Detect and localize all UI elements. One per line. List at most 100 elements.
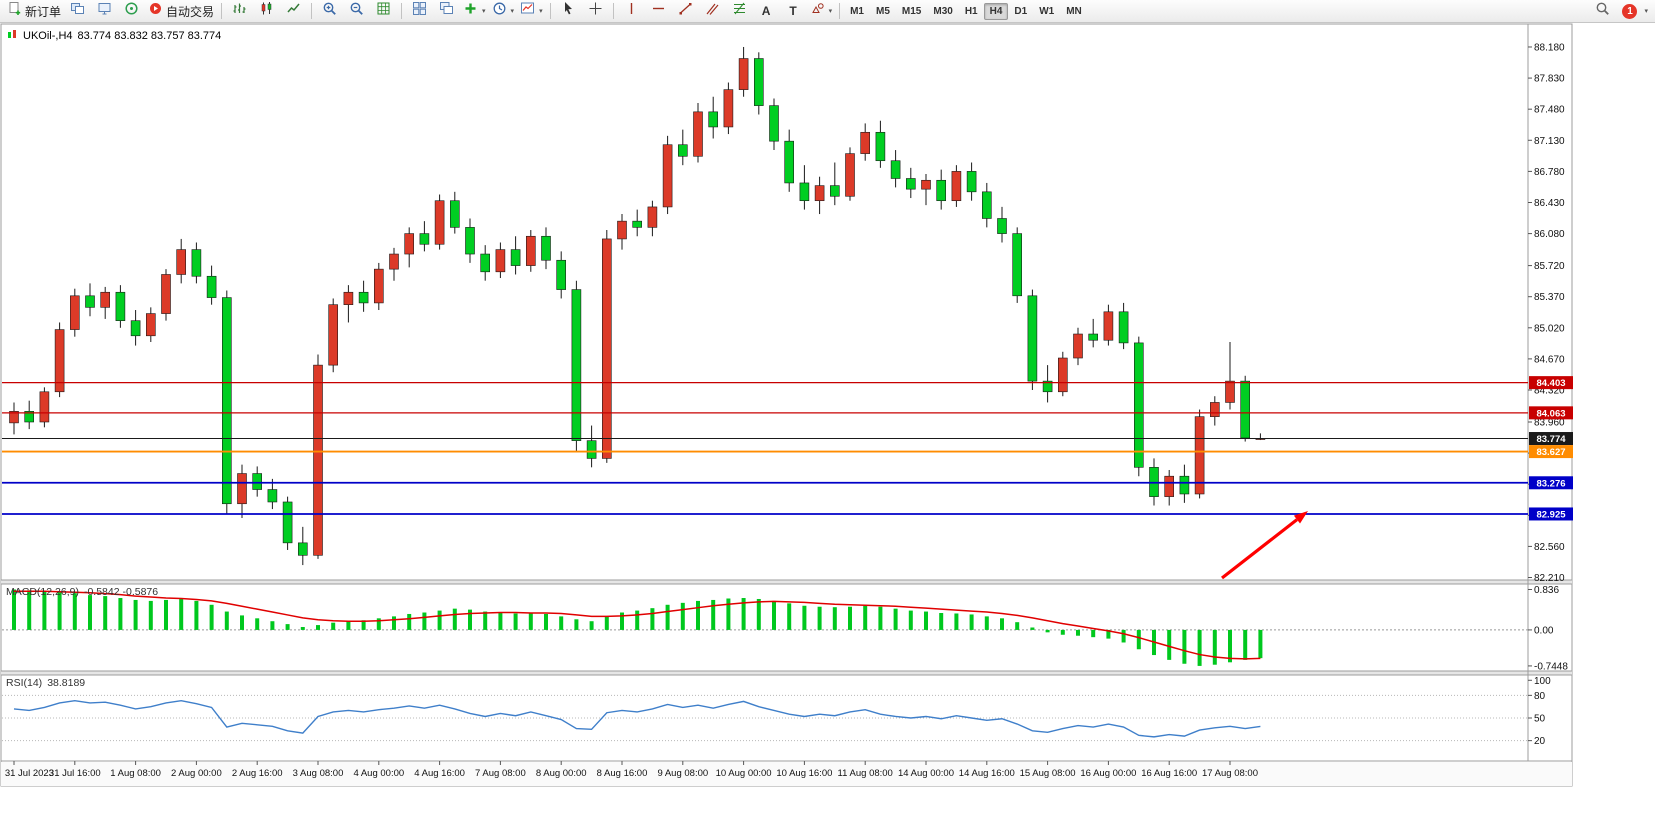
svg-text:17 Aug 08:00: 17 Aug 08:00 — [1202, 768, 1258, 779]
macd-values: -0.5842 -0.5876 — [83, 586, 159, 598]
svg-text:11 Aug 08:00: 11 Aug 08:00 — [838, 768, 893, 779]
zoom-out-button[interactable] — [343, 1, 370, 22]
svg-text:31 Jul 2023: 31 Jul 2023 — [5, 768, 54, 779]
candlestick-chart-icon — [259, 1, 274, 21]
vertical-line-button[interactable] — [618, 1, 645, 22]
chevron-down-icon: ▾ — [510, 8, 515, 15]
svg-text:82.560: 82.560 — [1534, 542, 1565, 553]
templates-button[interactable]: ▾ — [517, 1, 546, 22]
svg-text:-0.7448: -0.7448 — [1534, 661, 1568, 672]
navigator-icon — [124, 1, 139, 21]
fibonacci-icon — [732, 1, 747, 21]
notification-badge[interactable]: 1 — [1622, 3, 1638, 19]
shapes-icon — [810, 1, 825, 21]
toolbar-separator — [549, 3, 551, 19]
arrow-annotation[interactable] — [1221, 511, 1308, 580]
svg-text:87.130: 87.130 — [1534, 136, 1565, 147]
cascade-windows-button[interactable] — [433, 1, 460, 22]
trendline-button[interactable] — [672, 1, 699, 22]
svg-text:100: 100 — [1534, 676, 1551, 687]
toolbar-separator — [612, 3, 614, 19]
timeframe-button-m5[interactable]: M5 — [870, 3, 896, 20]
channel-button[interactable] — [699, 1, 726, 22]
toolbar-separator — [839, 3, 841, 19]
tile-windows-button[interactable] — [406, 1, 433, 22]
text-label-button[interactable]: T — [780, 1, 807, 22]
vertical-line-icon — [624, 1, 639, 21]
timeframe-button-m15[interactable]: M15 — [896, 3, 927, 20]
periods-button[interactable]: ▾ — [489, 1, 518, 22]
svg-text:84.670: 84.670 — [1534, 354, 1565, 365]
timeframe-button-h1[interactable]: H1 — [959, 3, 984, 20]
timeframe-button-h4[interactable]: H4 — [983, 2, 1009, 20]
svg-text:2 Aug 16:00: 2 Aug 16:00 — [232, 768, 283, 779]
svg-text:86.080: 86.080 — [1534, 229, 1565, 240]
bar-chart-button[interactable] — [226, 1, 253, 22]
auto-trading-icon — [148, 1, 163, 21]
timeframe-button-m30[interactable]: M30 — [927, 3, 958, 20]
crosshair-button[interactable] — [582, 1, 609, 22]
market-watch-icon — [70, 1, 85, 21]
horizontal-line-icon — [651, 1, 666, 21]
data-window-button[interactable] — [91, 1, 118, 22]
symbol-icon — [6, 28, 18, 43]
svg-text:83.627: 83.627 — [1536, 447, 1565, 458]
candlestick-series — [9, 46, 1266, 566]
grid-icon — [376, 1, 391, 21]
chevron-down-icon: ▾ — [539, 8, 543, 15]
price-flag-84.063: 84.063 — [1529, 406, 1573, 420]
cursor-icon — [561, 1, 576, 21]
text-button[interactable]: A — [753, 1, 780, 22]
svg-text:14 Aug 16:00: 14 Aug 16:00 — [959, 768, 1015, 779]
indicators-button[interactable]: ▾ — [460, 1, 489, 22]
crosshair-icon — [588, 1, 603, 21]
search-button[interactable] — [1589, 1, 1616, 22]
toolbar-right-cluster: 1 ▾ — [1589, 1, 1651, 22]
horizontal-lines[interactable]: 84.403 84.063 83.774 83.627 83.276 82.925 — [2, 376, 1573, 521]
textbox-tool-label: T — [789, 4, 797, 18]
search-icon — [1595, 1, 1610, 21]
svg-text:84.320: 84.320 — [1534, 386, 1565, 397]
timeframe-button-m1[interactable]: M1 — [844, 3, 870, 20]
svg-text:87.480: 87.480 — [1534, 105, 1565, 116]
navigator-button[interactable] — [118, 1, 145, 22]
line-chart-button[interactable] — [280, 1, 307, 22]
svg-text:8 Aug 00:00: 8 Aug 00:00 — [536, 768, 587, 779]
template-chart-icon — [520, 1, 535, 21]
candlestick-chart-button[interactable] — [253, 1, 280, 22]
rsi-value: 38.8189 — [47, 677, 86, 689]
timeframe-button-mn[interactable]: MN — [1060, 3, 1088, 20]
cursor-button[interactable] — [555, 1, 582, 22]
auto-trading-button[interactable]: 自动交易 — [145, 1, 217, 22]
timeframe-button-w1[interactable]: W1 — [1033, 3, 1060, 20]
rsi-panel[interactable]: 100 80 50 20 — [2, 676, 1551, 747]
shapes-button[interactable]: ▾ — [807, 1, 836, 22]
svg-text:87.830: 87.830 — [1534, 74, 1565, 85]
clock-icon — [492, 1, 507, 21]
cascade-windows-icon — [439, 1, 454, 21]
svg-text:83.276: 83.276 — [1536, 478, 1565, 489]
grid-button[interactable] — [370, 1, 397, 22]
new-order-button[interactable]: 新订单 — [4, 1, 64, 22]
svg-text:50: 50 — [1534, 714, 1546, 725]
market-watch-button[interactable] — [64, 1, 91, 22]
zoom-in-button[interactable] — [316, 1, 343, 22]
svg-text:7 Aug 08:00: 7 Aug 08:00 — [475, 768, 526, 779]
svg-text:86.430: 86.430 — [1534, 198, 1565, 209]
toolbar-overflow-button[interactable]: ▾ — [1644, 8, 1648, 15]
price-flag-83.627: 83.627 — [1529, 445, 1573, 459]
channel-icon — [705, 1, 720, 21]
svg-text:20: 20 — [1534, 736, 1546, 747]
svg-text:8 Aug 16:00: 8 Aug 16:00 — [597, 768, 648, 779]
horizontal-line-button[interactable] — [645, 1, 672, 22]
svg-text:0.00: 0.00 — [1534, 625, 1554, 636]
toolbar-separator — [401, 3, 403, 19]
macd-panel[interactable]: 0.836 0.00 -0.7448 — [2, 585, 1568, 672]
new-order-icon — [7, 1, 22, 21]
svg-text:82.925: 82.925 — [1536, 509, 1566, 520]
svg-text:10 Aug 16:00: 10 Aug 16:00 — [776, 768, 832, 779]
fibonacci-button[interactable] — [726, 1, 753, 22]
timeframe-button-d1[interactable]: D1 — [1008, 3, 1033, 20]
